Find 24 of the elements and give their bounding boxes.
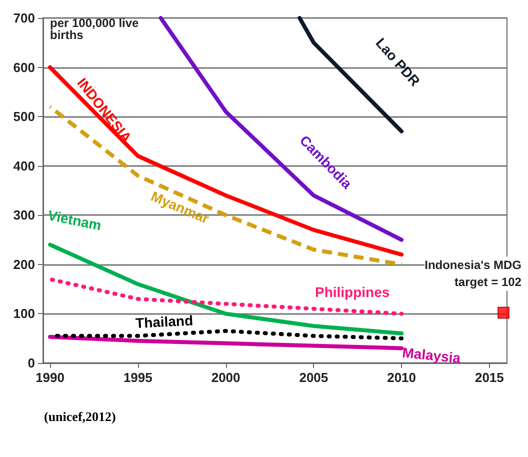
x-tick-label: 1995	[123, 370, 152, 385]
y-tick-label: 400	[13, 158, 35, 174]
y-tick-label: 600	[13, 60, 35, 75]
x-tick-label: 2010	[387, 370, 416, 385]
series-label: Philippines	[314, 284, 390, 300]
y-tick-label: 700	[13, 10, 35, 26]
annotation: Indonesia's MDG target = 102	[424, 258, 522, 290]
line-series	[48, 277, 404, 316]
text: Vietnam	[46, 206, 103, 234]
y-tick-label: 100	[13, 306, 35, 322]
text: Malaysia	[402, 344, 462, 366]
x-tick-label: 2000	[211, 370, 240, 385]
y-tick-label: 0	[28, 356, 35, 370]
y-tick-label: 500	[13, 109, 35, 124]
y-tick-label: 300	[13, 208, 35, 223]
line-series	[48, 242, 404, 336]
series-label: Thailand	[135, 312, 194, 332]
text: (unicef,2012)	[44, 409, 116, 424]
y-tick-label: 200	[13, 256, 35, 272]
x-tick-label: 2005	[299, 370, 328, 385]
x-tick-label: 1990	[36, 370, 64, 385]
line-series	[48, 334, 404, 350]
y-axis-title: per 100,000 live births	[50, 16, 142, 42]
x-tick-label: 2015	[474, 370, 504, 385]
